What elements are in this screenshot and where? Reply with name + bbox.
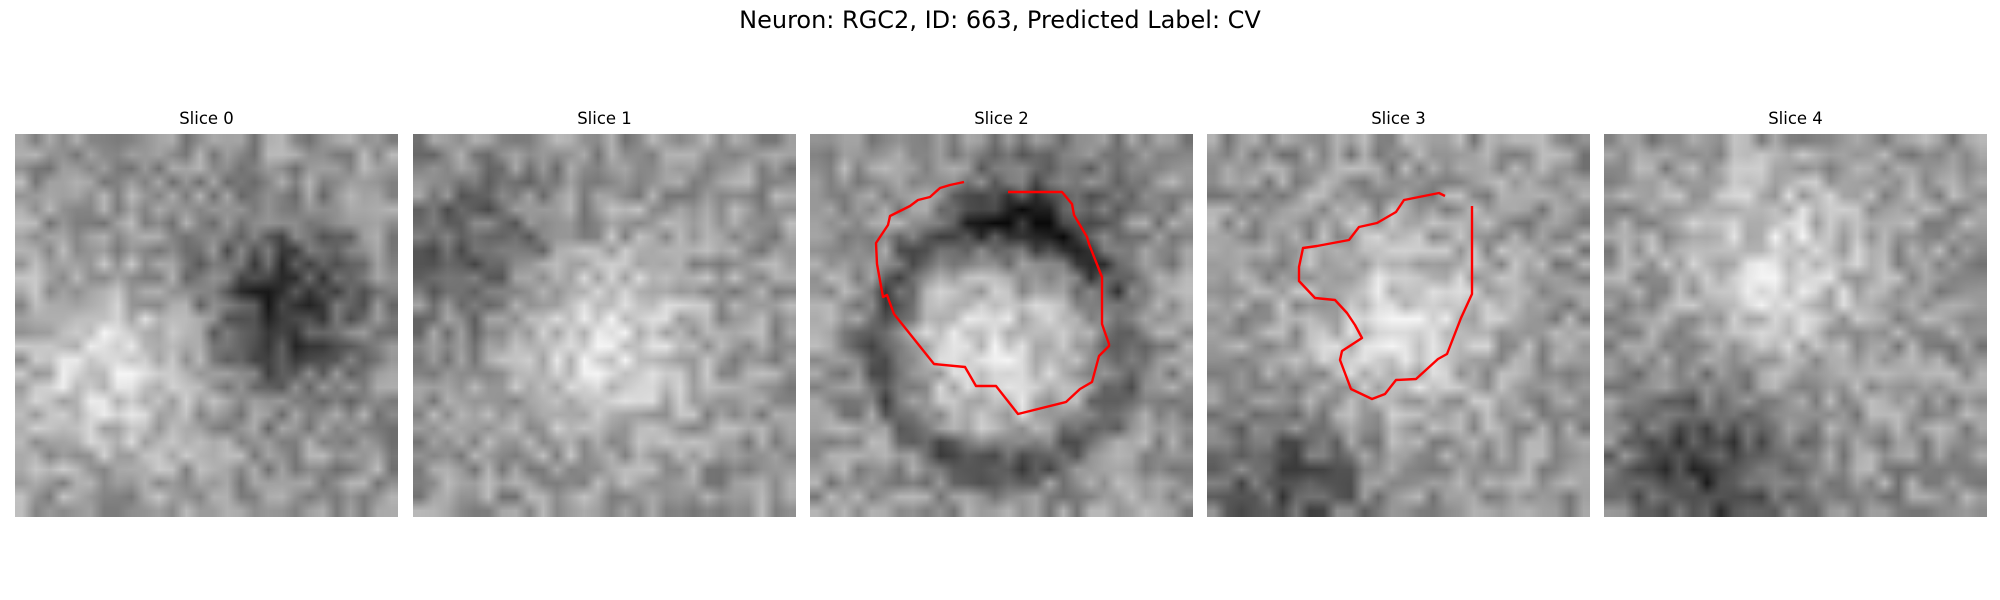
slice-title: Slice 3 [1371,109,1426,128]
slice-image [810,134,1193,517]
slice-title: Slice 2 [974,109,1029,128]
slice-title: Slice 1 [577,109,632,128]
figure-title: Neuron: RGC2, ID: 663, Predicted Label: … [739,6,1261,34]
slice-title: Slice 4 [1768,109,1823,128]
cell-contour [1297,191,1474,401]
slice-pixels [810,134,1193,517]
cell-contour-overlay [1297,191,1474,401]
slice-panel-0: Slice 0 [15,108,398,517]
slice-image [1604,134,1987,517]
slice-title: Slice 0 [179,109,234,128]
slice-image [15,134,398,517]
cell-contour-overlay [874,180,1111,416]
slice-panel-2: Slice 2 [810,108,1193,517]
slice-pixels [15,134,398,517]
slice-image [1207,134,1590,517]
slice-pixels [1604,134,1987,517]
slice-pixels [1207,134,1590,517]
cell-contour [874,180,1111,416]
slice-image [413,134,796,517]
slice-panel-4: Slice 4 [1604,108,1987,517]
slice-panel-3: Slice 3 [1207,108,1590,517]
slice-pixels [413,134,796,517]
slice-panel-1: Slice 1 [413,108,796,517]
